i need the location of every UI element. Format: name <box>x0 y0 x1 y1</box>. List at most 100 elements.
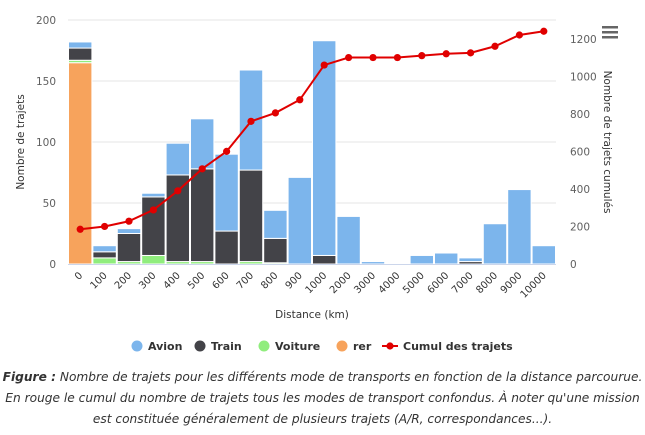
legend-label: Cumul des trajets <box>403 340 513 353</box>
y2-tick-label: 400 <box>570 184 590 196</box>
x-tick-label: 1000 <box>304 270 330 296</box>
y2-tick-label: 1000 <box>570 71 597 83</box>
x-tick-label: 700 <box>235 270 256 291</box>
bar-avion <box>482 223 508 265</box>
bar-train <box>116 233 142 263</box>
cumulative-point <box>174 187 182 195</box>
cumulative-point <box>247 117 255 125</box>
bar-avion <box>263 209 288 239</box>
bar-avion <box>434 252 459 265</box>
bar-avion <box>141 192 166 198</box>
x-tick-label: 300 <box>137 270 158 291</box>
bar-avion <box>336 215 361 265</box>
y2-tick-label: 600 <box>570 146 590 158</box>
y2-tick-label: 0 <box>570 259 577 271</box>
x-tick-label: 3000 <box>352 270 378 296</box>
y2-axis-title: Nombre de trajets cumulés <box>601 71 613 214</box>
cumulative-point <box>369 53 377 62</box>
bar-train <box>190 168 215 263</box>
cumulative-point <box>540 27 548 35</box>
figure-caption: Figure : Nombre de trajets pour les diff… <box>0 367 645 430</box>
y2-tick-label: 1200 <box>570 34 597 46</box>
x-tick-label: 8000 <box>474 270 500 296</box>
legend-symbol <box>194 340 206 352</box>
cumulative-point <box>271 109 279 117</box>
bar-voiture <box>141 254 166 265</box>
cumulative-point <box>345 53 353 62</box>
bar-avion <box>116 228 142 234</box>
bar-train <box>92 251 117 259</box>
legend-point-symbol <box>386 342 394 350</box>
cumulative-point <box>101 222 109 231</box>
cumulative-point <box>491 42 499 50</box>
cumulative-point <box>515 31 524 39</box>
bar-train <box>214 230 239 265</box>
x-tick-label: 2000 <box>328 270 354 296</box>
x-axis-title: Distance (km) <box>275 309 349 321</box>
cumulative-line-group <box>76 27 548 233</box>
x-tick-label: 4000 <box>377 270 403 296</box>
y-tick-label: 150 <box>36 76 56 88</box>
legend-label: Avion <box>148 340 182 353</box>
chart-container: 0 50 100 150 200 0 200 400 600 800 1000 1200 0 100 200… <box>15 15 618 353</box>
bar-train <box>238 169 264 263</box>
x-tick-label: 100 <box>88 270 109 291</box>
caption-text: Nombre de trajets pour les différents mo… <box>5 370 643 426</box>
bar-avion <box>531 245 556 265</box>
bar-voiture <box>92 257 117 265</box>
legend-label: rer <box>353 340 372 353</box>
bar-train <box>141 196 166 256</box>
legend-symbol <box>336 340 348 352</box>
cumulative-point <box>442 50 450 58</box>
legend-symbol <box>258 340 270 352</box>
legend-label: Voiture <box>275 340 320 353</box>
caption-label: Figure : <box>2 370 56 384</box>
bar-train <box>312 254 337 265</box>
x-tick-label: 6000 <box>426 270 452 296</box>
legend-label: Train <box>211 340 242 353</box>
x-tick-label: 600 <box>210 270 231 291</box>
bar-avion <box>68 41 93 49</box>
cumulative-point <box>149 206 157 214</box>
y2-tick-label: 200 <box>570 221 590 233</box>
bar-avion <box>214 153 239 232</box>
y-tick-label: 200 <box>36 15 56 27</box>
menu-icon[interactable] <box>602 26 618 39</box>
bar-train <box>263 237 288 264</box>
x-tick-label: 200 <box>113 270 134 291</box>
x-tick-label: 400 <box>162 270 183 291</box>
bar-avion <box>165 142 191 176</box>
bar-avion <box>190 118 215 170</box>
x-tick-label: 5000 <box>401 270 427 296</box>
x-tick-label: 900 <box>284 270 305 291</box>
x-tick-label: 7000 <box>450 270 476 296</box>
cumulative-point <box>223 147 231 155</box>
bar-avion <box>507 189 532 265</box>
y-axis-title: Nombre de trajets <box>15 94 27 189</box>
bar-avion <box>92 245 117 253</box>
cumulative-point <box>320 61 328 69</box>
x-tick-label: 500 <box>186 270 207 291</box>
y2-tick-label: 800 <box>570 109 590 121</box>
y-tick-label: 0 <box>49 259 56 271</box>
bar-avion <box>458 257 483 263</box>
bar-rer <box>68 62 93 265</box>
legend-symbol <box>131 340 143 352</box>
x-tick-label: 0 <box>73 270 85 282</box>
y-tick-label: 50 <box>43 198 56 210</box>
grid-lines <box>68 19 556 204</box>
cumulative-point <box>393 53 401 62</box>
bar-avion <box>312 40 337 256</box>
bar-avion <box>409 254 435 265</box>
cumulative-point <box>467 49 475 57</box>
legend: Avion Train Voiture rer Cumul des trajets <box>131 340 513 353</box>
cumulative-line <box>80 30 544 231</box>
x-tick-label: 800 <box>259 270 280 291</box>
cumulative-point <box>296 96 304 104</box>
x-tick-label: 10000 <box>519 270 549 300</box>
bar-avion <box>287 176 313 265</box>
cumulative-point <box>76 225 84 233</box>
bar-avion <box>360 261 386 265</box>
y-tick-label: 100 <box>36 137 56 149</box>
